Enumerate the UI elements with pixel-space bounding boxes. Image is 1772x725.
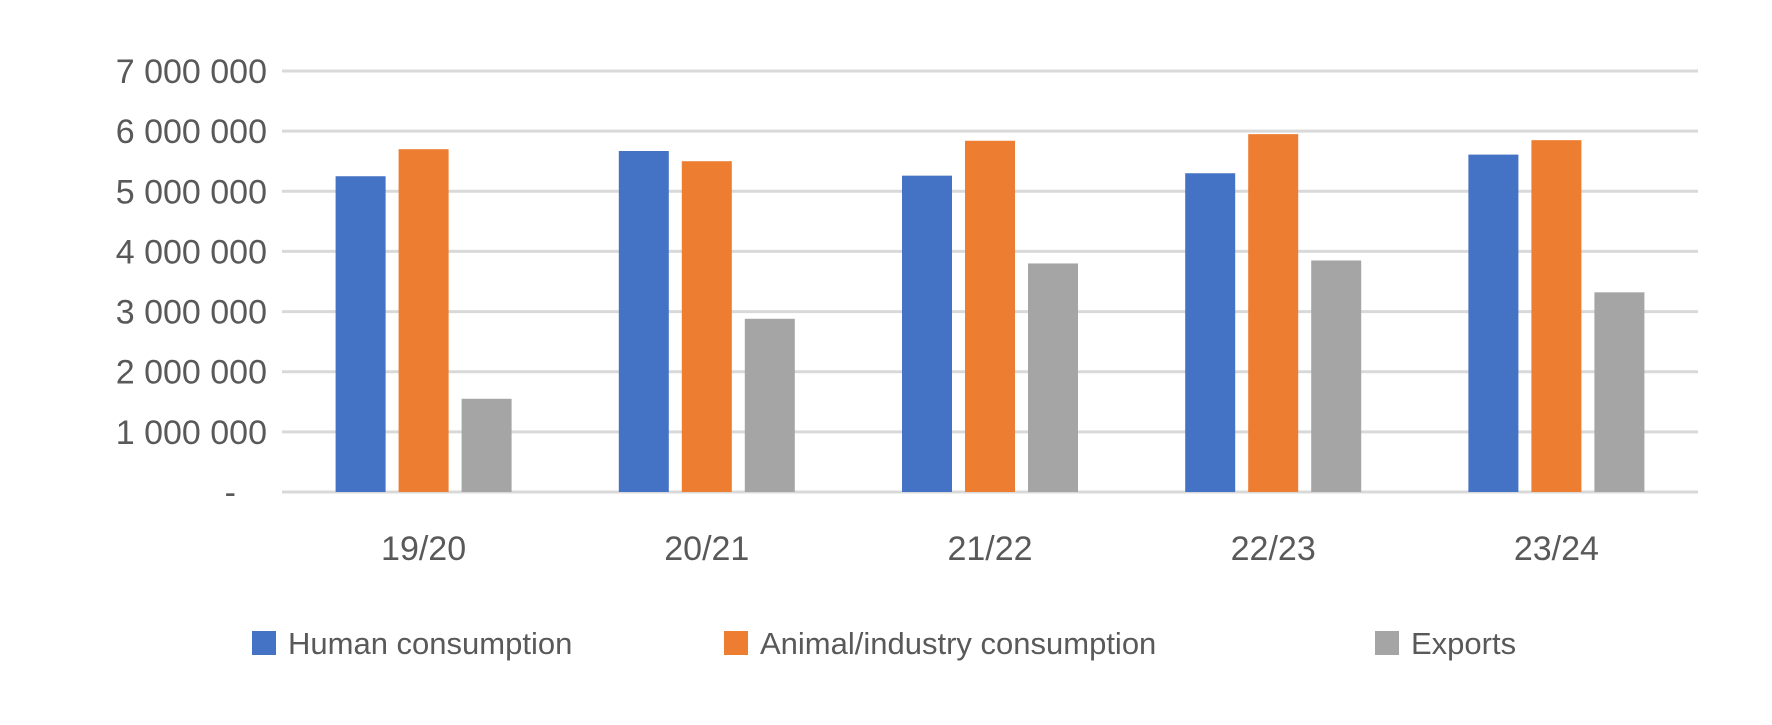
bar-human-consumption-19-20: [335, 176, 386, 492]
y-tick-label: 5 000 000: [116, 173, 267, 211]
bar-human-consumption-23-24: [1468, 154, 1519, 492]
bar-exports-23-24: [1594, 292, 1645, 492]
bar-exports-19-20: [461, 398, 512, 492]
legend-swatch: [1375, 631, 1399, 655]
x-tick-label: 19/20: [381, 530, 466, 568]
bar-exports-22-23: [1311, 260, 1362, 492]
legend-label: Animal/industry consumption: [760, 626, 1156, 661]
legend-swatch: [724, 631, 748, 655]
bar-human-consumption-21-22: [902, 175, 952, 493]
x-tick-label: 21/22: [947, 530, 1032, 568]
y-tick-label: 1 000 000: [116, 414, 267, 452]
y-tick-label: -: [225, 474, 236, 512]
legend-swatch: [252, 631, 276, 655]
y-axis-tick-labels: - 1 000 000 2 000 000 3 000 000 4 000 000 5 0…: [116, 53, 267, 512]
x-tick-label: 22/23: [1231, 530, 1316, 568]
bar-animal-industry-consumption-23-24: [1531, 140, 1582, 492]
legend: Human consumption Animal/industry consump…: [252, 626, 1516, 661]
bar-animal-industry-consumption-20-21: [681, 161, 732, 492]
x-tick-label: 23/24: [1514, 530, 1599, 568]
bar-human-consumption-20-21: [618, 150, 669, 493]
y-tick-label: 7 000 000: [116, 53, 267, 91]
y-tick-label: 2 000 000: [116, 354, 267, 392]
bar-animal-industry-consumption-21-22: [965, 140, 1015, 492]
y-tick-label: 6 000 000: [116, 113, 267, 151]
y-tick-label: 3 000 000: [116, 294, 267, 332]
bar-animal-industry-consumption-22-23: [1248, 134, 1299, 492]
bar-human-consumption-22-23: [1185, 173, 1236, 492]
legend-label: Exports: [1411, 626, 1516, 661]
legend-label: Human consumption: [288, 626, 572, 661]
bar-exports-21-22: [1028, 263, 1078, 492]
x-axis-tick-labels: 19/20 20/21 21/22 22/23 23/24: [381, 530, 1599, 568]
bar-exports-20-21: [744, 318, 795, 492]
y-tick-label: 4 000 000: [116, 233, 267, 271]
bar-animal-industry-consumption-19-20: [398, 149, 449, 492]
bars: [335, 134, 1645, 493]
x-tick-label: 20/21: [664, 530, 749, 568]
